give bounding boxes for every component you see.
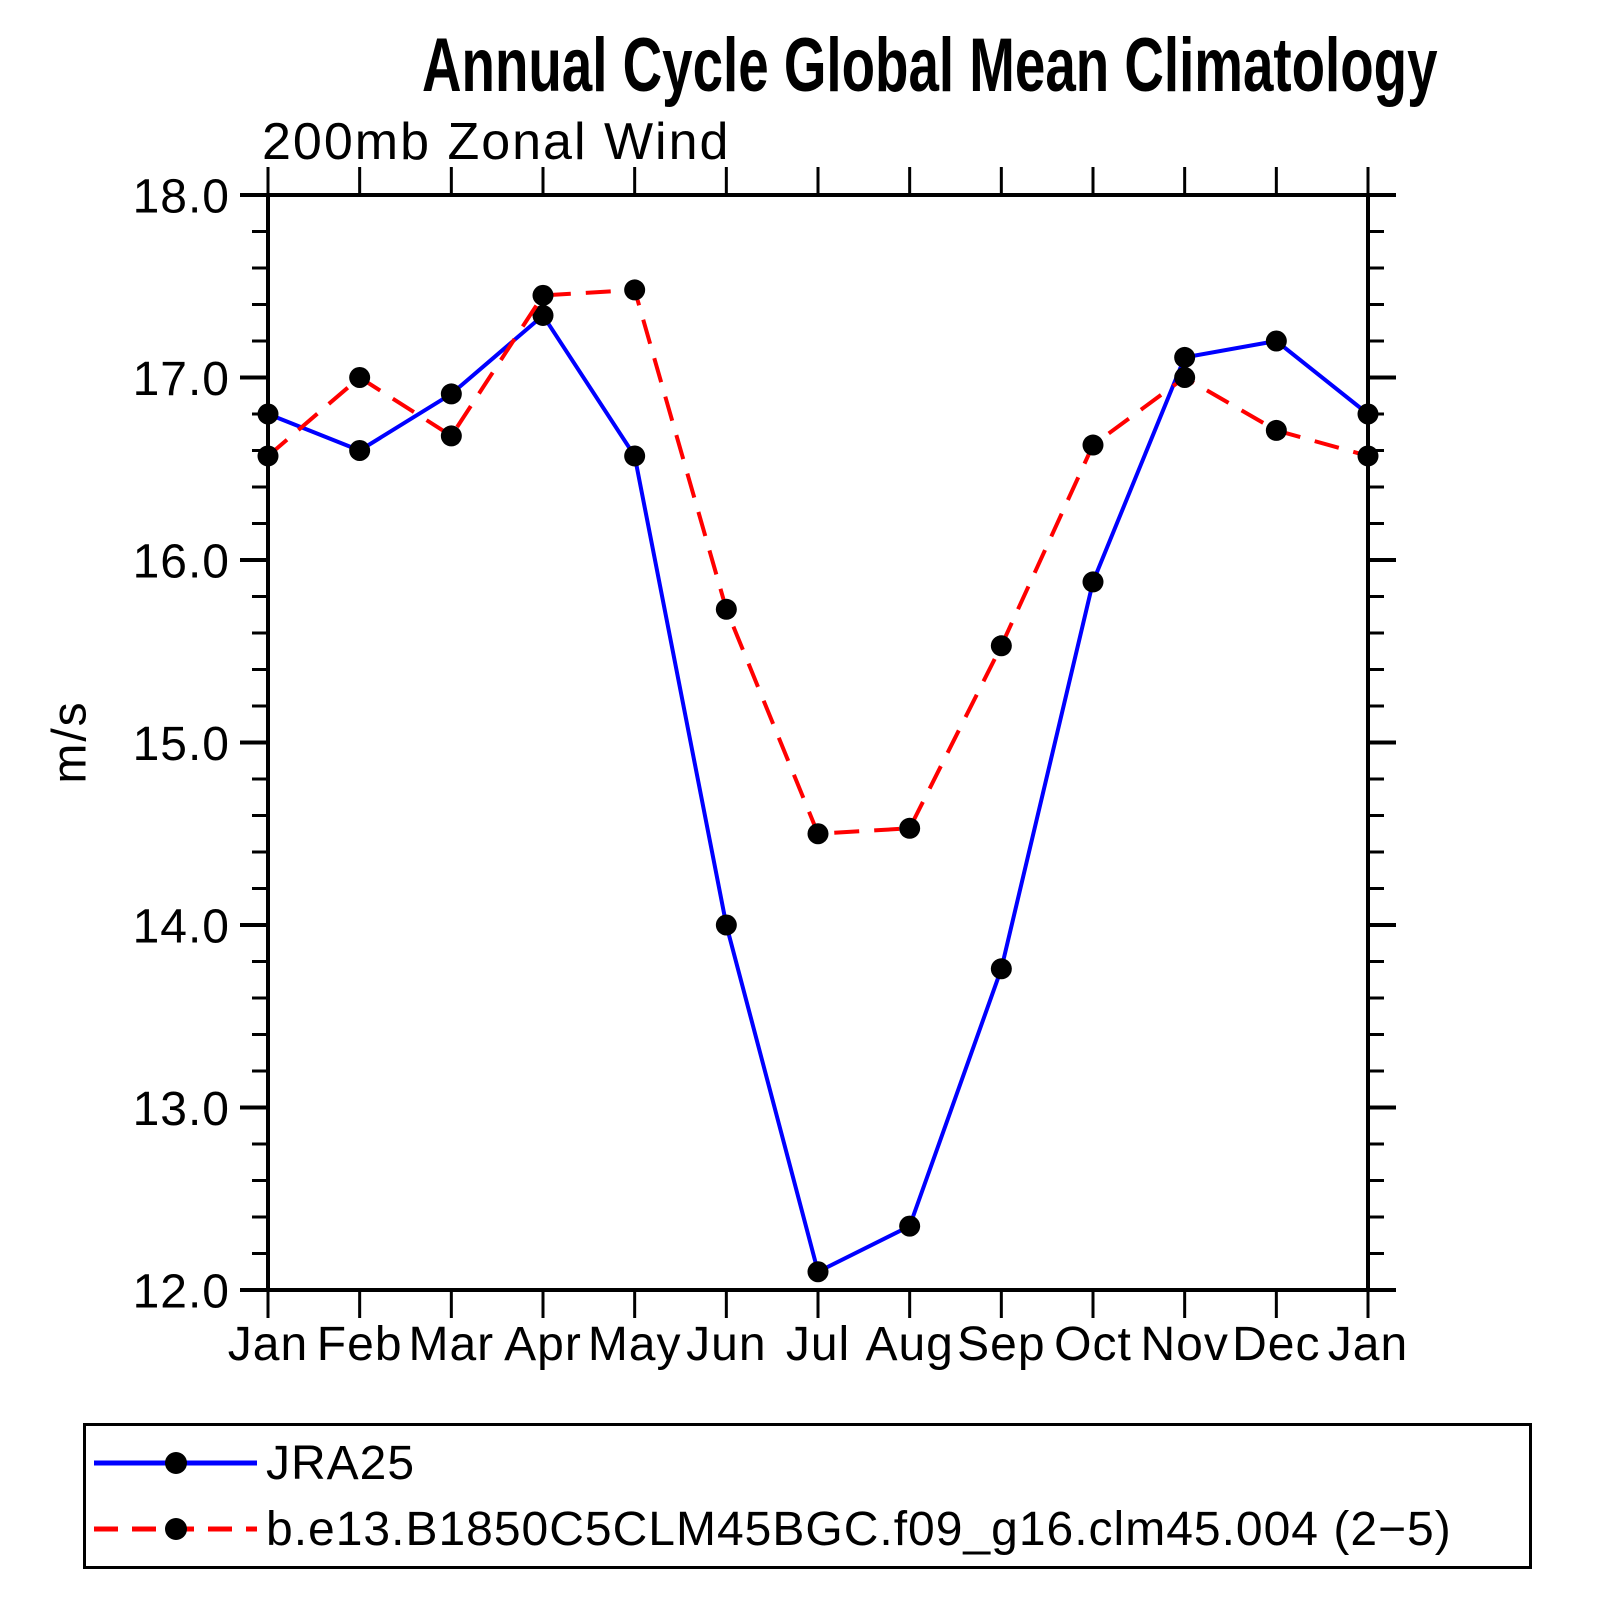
data-point-marker	[349, 440, 371, 461]
x-tick-label: Nov	[1140, 1318, 1228, 1371]
legend-label-model: b.e13.B1850C5CLM45BGC.f09_g16.clm45.004 …	[266, 1502, 1452, 1556]
data-point-marker	[1357, 445, 1379, 467]
data-point-marker	[1082, 571, 1104, 593]
data-point-marker	[440, 425, 462, 447]
y-tick-label: 14.0	[133, 900, 230, 953]
data-point-marker	[899, 817, 921, 839]
data-point-marker	[257, 445, 279, 467]
x-tick-label: Jul	[786, 1318, 850, 1371]
axis-ticks	[240, 167, 1396, 1318]
data-point-marker	[624, 279, 646, 301]
data-point-marker	[1174, 367, 1196, 388]
x-tick-labels: Jan Feb Mar Apr May Jun Jul Aug Sep Oct Nov Dec Jan	[228, 1318, 1408, 1371]
x-tick-label: Dec	[1232, 1318, 1320, 1371]
legend-box: JRA25 b.e13.B1850C5CLM45BGC.f09_g16.clm4…	[83, 1423, 1532, 1569]
data-point-marker	[257, 403, 279, 425]
data-point-marker	[440, 383, 462, 405]
legend-item-jra25: JRA25	[91, 1430, 1529, 1496]
data-point-marker	[349, 367, 371, 388]
data-point-marker	[1265, 330, 1287, 352]
y-tick-label: 13.0	[133, 1083, 230, 1136]
data-point-marker	[532, 284, 554, 306]
series-jra25	[257, 304, 1379, 1283]
data-point-marker	[990, 635, 1012, 657]
legend-line-dashed-icon	[94, 1518, 257, 1540]
data-point-marker	[990, 958, 1012, 980]
data-point-marker	[532, 304, 554, 326]
x-tick-label: Jan	[1328, 1318, 1408, 1371]
x-tick-label: Sep	[957, 1318, 1045, 1371]
data-point-marker	[1357, 403, 1379, 425]
x-tick-label: Feb	[317, 1318, 403, 1371]
data-point-marker	[715, 598, 737, 620]
y-tick-labels: 12.0 13.0 14.0 15.0 16.0 17.0 18.0	[133, 170, 230, 1318]
data-point-marker	[1265, 419, 1287, 441]
y-tick-label: 16.0	[133, 535, 230, 588]
y-tick-label: 12.0	[133, 1265, 230, 1318]
data-point-marker	[1174, 346, 1196, 368]
data-point-marker	[1082, 434, 1104, 456]
y-tick-label: 15.0	[133, 718, 230, 771]
data-point-marker	[807, 823, 829, 845]
y-axis-label: m/s	[43, 700, 97, 784]
x-tick-label: Jun	[686, 1318, 766, 1371]
x-tick-label: Jan	[228, 1318, 308, 1371]
data-point-marker	[899, 1215, 921, 1237]
series-model	[257, 279, 1379, 845]
y-tick-label: 18.0	[133, 170, 230, 223]
x-tick-label: Oct	[1054, 1318, 1132, 1371]
legend-label-jra25: JRA25	[266, 1436, 416, 1490]
x-tick-label: Mar	[408, 1318, 494, 1371]
x-tick-label: Apr	[504, 1318, 582, 1371]
data-point-marker	[715, 914, 737, 936]
x-tick-label: May	[588, 1318, 682, 1371]
data-point-marker	[807, 1261, 829, 1283]
legend-line-solid-icon	[94, 1452, 257, 1474]
x-tick-label: Aug	[865, 1318, 953, 1371]
legend-item-model: b.e13.B1850C5CLM45BGC.f09_g16.clm45.004 …	[91, 1496, 1529, 1562]
data-point-marker	[624, 445, 646, 467]
axis-frame	[266, 193, 1370, 1292]
y-tick-label: 17.0	[133, 353, 230, 406]
chart-subtitle: 200mb Zonal Wind	[262, 113, 731, 171]
